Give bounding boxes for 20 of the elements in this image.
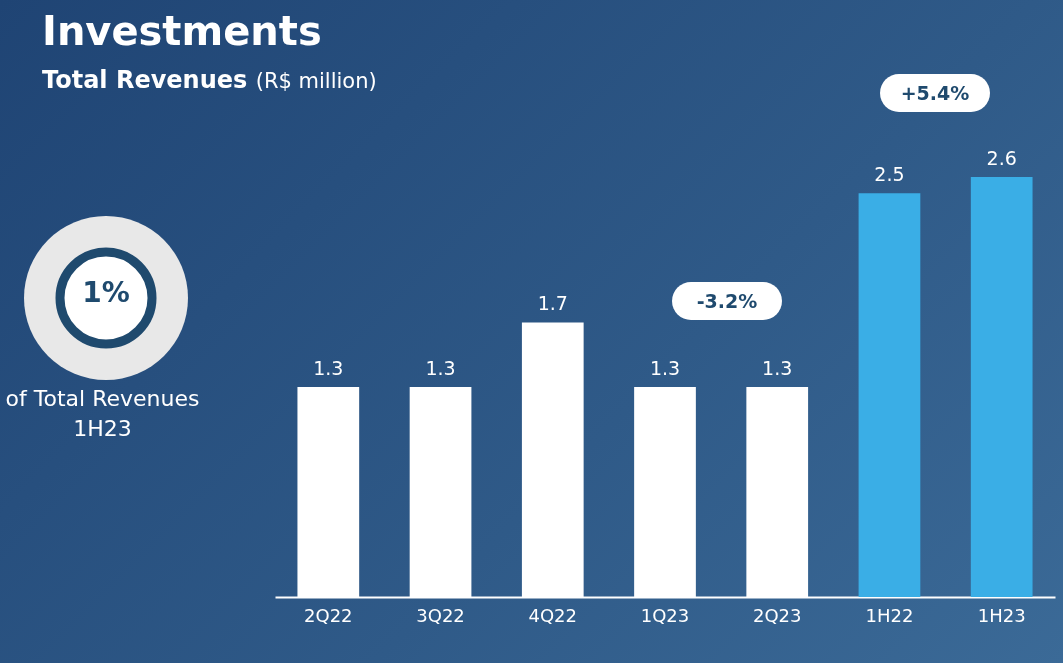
x-tick-label: 1Q23 xyxy=(640,604,690,626)
text: 1% xyxy=(81,276,131,309)
chart-title: Investments xyxy=(42,8,322,54)
data-label: 1.3 xyxy=(649,357,681,379)
text: of Total Revenues 1H23 xyxy=(4,385,201,443)
data-label: 2.6 xyxy=(986,147,1017,169)
x-tick-label: 3Q22 xyxy=(416,604,465,626)
x-tick-label: 1H23 xyxy=(977,604,1026,626)
text: +5.4% xyxy=(880,74,990,112)
annotation: -3.2% xyxy=(672,282,782,320)
chart-subtitle: Total Revenues (R$ million) xyxy=(42,66,377,94)
x-tick-label: 1H22 xyxy=(865,604,914,626)
data-label: 1.3 xyxy=(425,357,456,379)
x-tick-label: 2Q23 xyxy=(752,604,802,626)
data-label: 1.7 xyxy=(537,292,568,315)
x-tick-label: 4Q22 xyxy=(528,604,578,626)
data-label: 1.3 xyxy=(762,357,793,379)
data-label: 1.3 xyxy=(313,357,344,379)
x-tick-label: 2Q22 xyxy=(304,604,353,626)
data-label: 2.5 xyxy=(874,163,905,186)
